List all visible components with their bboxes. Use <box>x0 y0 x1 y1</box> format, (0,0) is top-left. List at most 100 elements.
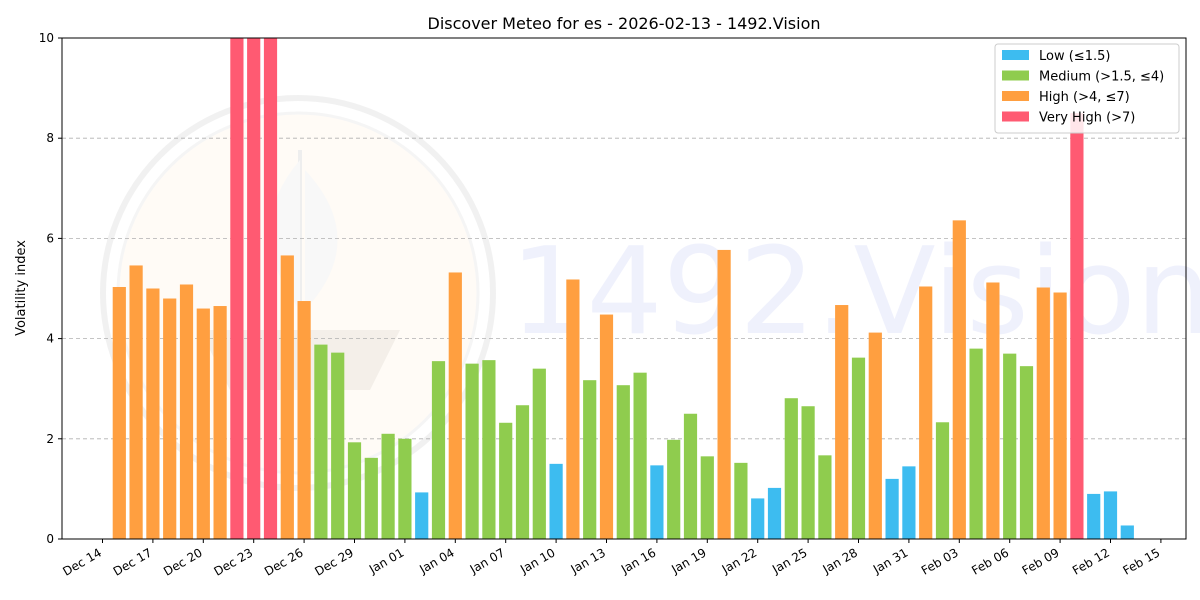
x-tick-label: Jan 01 <box>366 545 406 576</box>
x-tick-label: Jan 04 <box>416 545 456 576</box>
bar <box>1053 292 1067 539</box>
bar <box>1087 493 1101 539</box>
bar <box>230 38 244 539</box>
x-tick-label: Feb 12 <box>1070 545 1112 577</box>
x-tick-label: Feb 15 <box>1120 545 1162 577</box>
x-tick-label: Dec 14 <box>60 545 104 578</box>
bar <box>1036 287 1050 539</box>
y-axis: 0 2 4 6 8 10 <box>39 31 62 546</box>
bar <box>952 220 966 539</box>
bar <box>532 368 546 539</box>
bar <box>448 272 462 539</box>
bar <box>616 385 630 539</box>
x-tick-label: Feb 09 <box>1020 545 1062 577</box>
bar <box>1070 113 1084 540</box>
x-tick-label: Dec 20 <box>161 545 205 578</box>
bar <box>885 478 899 539</box>
bar <box>1103 491 1118 539</box>
watermark-text: 1492.Vision <box>510 223 1200 362</box>
legend-swatch <box>1002 91 1029 101</box>
bar <box>784 398 798 539</box>
y-tick-label: 10 <box>39 31 54 45</box>
bar <box>700 456 714 539</box>
x-tick-label: Feb 06 <box>969 545 1011 577</box>
plot-frame <box>61 37 1187 540</box>
x-tick-label: Dec 17 <box>111 545 155 578</box>
bar <box>499 422 513 539</box>
bar <box>331 352 345 539</box>
bar <box>196 308 210 539</box>
bars <box>112 38 1134 540</box>
legend-label: Low (≤1.5) <box>1039 49 1110 64</box>
bar <box>751 498 765 539</box>
legend-frame <box>994 43 1180 134</box>
legend-swatch <box>1002 111 1029 122</box>
bar <box>919 286 933 539</box>
y-axis-label: Volatility index <box>14 240 29 336</box>
chart-title: Discover Meteo for es - 2026-02-13 - 149… <box>428 14 821 33</box>
bar <box>851 357 866 539</box>
bar <box>801 406 815 539</box>
bar <box>1120 525 1134 539</box>
x-tick-label: Jan 16 <box>618 545 658 576</box>
bar <box>969 348 983 539</box>
x-tick-label: Jan 22 <box>719 545 759 576</box>
bar <box>667 439 681 539</box>
bar <box>179 284 194 539</box>
bar <box>583 380 597 539</box>
bar <box>650 465 664 539</box>
y-tick-label: 0 <box>46 532 54 546</box>
x-tick-label: Jan 31 <box>870 545 910 576</box>
x-tick-label: Feb 03 <box>919 545 961 577</box>
bar <box>1003 353 1017 539</box>
bar <box>818 455 832 539</box>
x-tick-label: Dec 23 <box>212 545 256 578</box>
bar <box>515 405 530 539</box>
bar <box>347 442 362 539</box>
y-tick-label: 4 <box>46 332 54 346</box>
bar <box>314 344 328 539</box>
bar <box>683 413 698 539</box>
bar <box>549 463 563 539</box>
bar <box>213 306 227 539</box>
bar <box>902 466 916 539</box>
bar <box>364 457 378 539</box>
bar <box>717 249 731 539</box>
bar <box>868 332 882 539</box>
bar <box>280 255 294 539</box>
bar <box>482 360 496 539</box>
x-tick-label: Jan 13 <box>568 545 608 576</box>
bar <box>297 301 311 539</box>
bar <box>599 314 614 539</box>
bar <box>935 422 950 539</box>
bar <box>381 433 395 539</box>
bar <box>129 265 143 539</box>
x-axis: Dec 14 Dec 17 Dec 20 Dec 23 Dec 26 Dec 29 Jan … <box>60 539 1162 579</box>
y-tick-label: 8 <box>46 131 54 145</box>
legend-label: Very High (>7) <box>1039 111 1135 126</box>
y-tick-label: 6 <box>46 231 54 245</box>
legend-swatch <box>1002 50 1029 60</box>
legend-label: Medium (>1.5, ≤4) <box>1039 70 1164 85</box>
legend-swatch <box>1002 70 1029 81</box>
x-tick-label: Jan 19 <box>668 545 708 576</box>
bar <box>415 492 429 539</box>
bar <box>163 298 177 539</box>
bar <box>1019 366 1034 539</box>
x-tick-label: Dec 29 <box>312 545 356 578</box>
bar <box>247 38 261 539</box>
bar <box>431 361 446 539</box>
x-tick-label: Jan 25 <box>769 545 809 576</box>
x-tick-label: Jan 28 <box>820 545 860 576</box>
bar <box>734 462 748 539</box>
legend: Low (≤1.5) Medium (>1.5, ≤4) High (>4, ≤7)… <box>994 43 1180 134</box>
bar <box>398 438 412 539</box>
legend-label: High (>4, ≤7) <box>1039 90 1130 105</box>
bar <box>112 286 126 539</box>
bar <box>465 363 479 539</box>
x-tick-label: Jan 07 <box>467 545 507 576</box>
bar <box>566 279 580 539</box>
x-tick-label: Jan 10 <box>517 545 557 576</box>
x-tick-label: Dec 26 <box>262 545 306 578</box>
